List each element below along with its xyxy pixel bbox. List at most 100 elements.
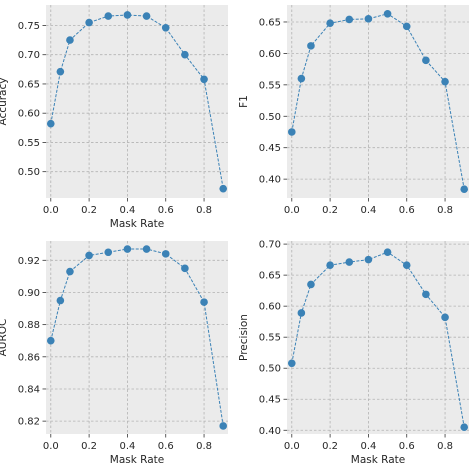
y-axis-label: Precision (238, 314, 250, 361)
x-tick-label: 0.4 (119, 205, 135, 216)
data-point (85, 251, 93, 260)
data-point (66, 36, 74, 44)
chart-panel-4: 0.0 0.2 0.4 0.6 0.8 0.40 0.45 0.50 0.55 0.60 0.65 0… (238, 240, 469, 466)
y-tick-label: 0.55 (18, 138, 40, 149)
x-tick-label: 0.6 (158, 441, 174, 452)
data-point (383, 10, 392, 18)
data-point (364, 255, 373, 264)
data-point (307, 42, 315, 50)
x-tick-label: 0.0 (43, 205, 59, 216)
chart-panel-2: 0.0 0.2 0.4 0.6 0.8 0.40 0.45 0.50 0.55 0.60 0.65 F… (238, 5, 469, 216)
data-point (441, 77, 449, 86)
data-point (161, 250, 170, 258)
data-point (422, 56, 430, 65)
y-tick-label: 0.40 (259, 175, 281, 186)
data-point (287, 128, 296, 136)
data-point (200, 75, 208, 84)
data-point (161, 24, 170, 32)
y-tick-label: 0.90 (18, 288, 40, 299)
data-point (326, 19, 334, 28)
y-tick-label: 0.60 (259, 49, 281, 60)
plot-area (46, 5, 228, 198)
data-point (297, 74, 306, 83)
data-point (383, 248, 392, 256)
data-point (123, 11, 132, 19)
x-axis-label: Mask Rate (110, 218, 164, 230)
series-line (291, 251, 465, 428)
data-point (422, 290, 430, 299)
x-tick-label: 0.4 (360, 205, 376, 216)
data-point (402, 22, 411, 31)
y-tick-label: 0.84 (18, 384, 40, 395)
x-tick-label: 0.0 (43, 441, 59, 452)
x-tick-label: 0.6 (399, 441, 415, 452)
y-tick-label: 0.70 (18, 50, 40, 61)
data-point (66, 267, 74, 276)
y-tick-label: 0.65 (259, 17, 281, 28)
y-tick-label: 0.55 (259, 80, 281, 91)
data-point (142, 245, 151, 253)
y-axis-label: Accuracy (0, 78, 9, 126)
y-tick-label: 0.60 (18, 109, 40, 120)
y-tick-label: 0.75 (18, 21, 40, 32)
data-point (326, 261, 334, 270)
data-point (345, 258, 354, 266)
x-tick-label: 0.2 (322, 441, 338, 452)
y-tick-label: 0.92 (18, 256, 40, 267)
y-axis-label: AUROC (0, 319, 9, 357)
data-point (123, 245, 132, 253)
chart-panel-1: 0.0 0.2 0.4 0.6 0.8 0.50 0.55 0.60 0.65 0.70 0.75 M… (0, 5, 228, 230)
x-tick-label: 0.2 (81, 205, 97, 216)
data-point (307, 280, 315, 289)
chart-panel-3: 0.0 0.2 0.4 0.6 0.8 0.82 0.84 0.86 0.88 0.90 0.92 M… (0, 241, 228, 466)
x-tick-label: 0.6 (158, 205, 174, 216)
data-point (219, 422, 228, 430)
x-tick-label: 0.6 (399, 205, 415, 216)
x-tick-label: 0.8 (437, 205, 453, 216)
data-point (460, 185, 469, 193)
data-point (181, 264, 189, 273)
y-tick-label: 0.50 (259, 112, 281, 123)
plot-area (46, 241, 228, 434)
x-axis-label: Mask Rate (351, 454, 405, 466)
y-tick-label: 0.60 (259, 302, 281, 313)
x-tick-label: 0.4 (119, 441, 135, 452)
y-tick-label: 0.86 (18, 352, 40, 363)
data-point (181, 50, 189, 59)
y-tick-label: 0.70 (259, 240, 281, 251)
data-point (56, 296, 65, 305)
y-tick-label: 0.88 (18, 320, 40, 331)
data-point (441, 313, 449, 322)
y-tick-label: 0.65 (259, 271, 281, 282)
x-tick-label: 0.8 (196, 441, 212, 452)
data-point (104, 12, 113, 20)
data-point (142, 12, 151, 20)
x-tick-label: 0.0 (284, 205, 300, 216)
series-line (291, 13, 465, 190)
x-axis-label: Mask Rate (110, 454, 164, 466)
x-tick-label: 0.0 (284, 441, 300, 452)
x-tick-label: 0.4 (360, 441, 376, 452)
data-point (297, 309, 306, 317)
x-tick-label: 0.2 (81, 441, 97, 452)
y-tick-label: 0.82 (18, 417, 40, 428)
y-tick-label: 0.50 (18, 167, 40, 178)
data-point (85, 18, 93, 27)
data-point (46, 119, 55, 128)
plot-area (287, 5, 469, 198)
data-point (46, 336, 55, 345)
data-point (104, 248, 113, 257)
data-point (364, 15, 373, 23)
y-tick-label: 0.45 (259, 395, 281, 406)
data-point (200, 298, 208, 306)
data-point (287, 359, 296, 368)
data-point (56, 67, 65, 76)
data-point (219, 184, 228, 193)
y-tick-label: 0.50 (259, 364, 281, 375)
y-tick-label: 0.45 (259, 143, 281, 154)
y-tick-label: 0.55 (259, 333, 281, 344)
y-tick-label: 0.40 (259, 426, 281, 437)
data-point (402, 261, 411, 270)
x-tick-label: 0.8 (437, 441, 453, 452)
